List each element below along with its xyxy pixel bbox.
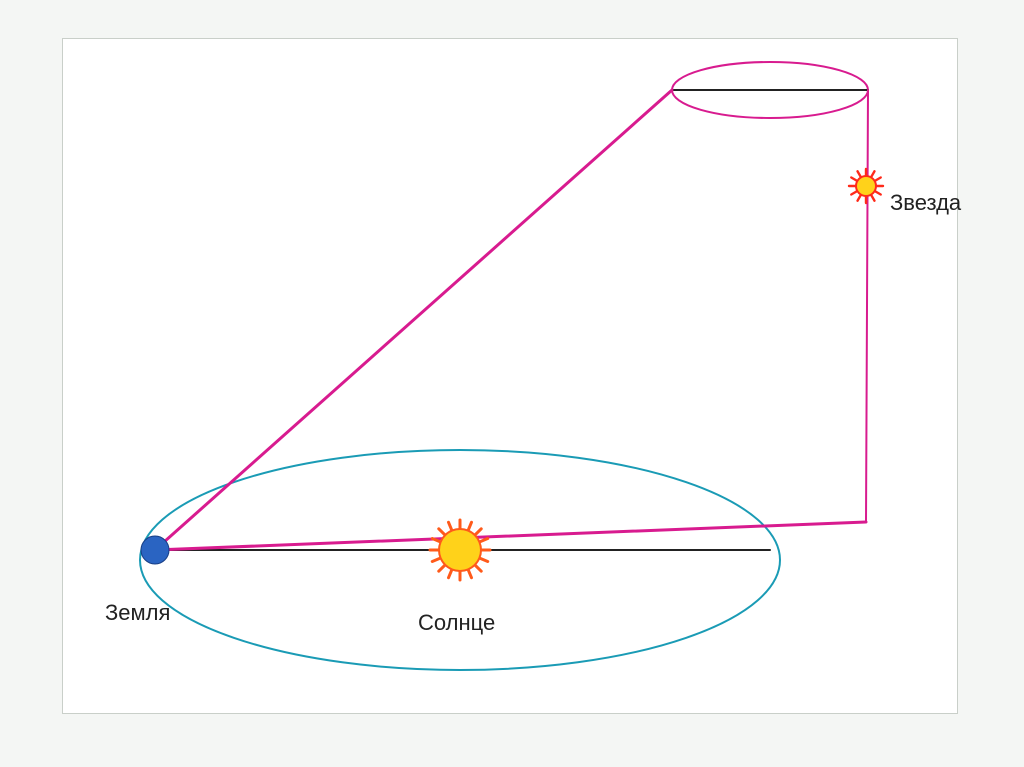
label-sun: Солнце — [418, 610, 495, 636]
diagram-svg — [0, 0, 1024, 767]
label-star: Звезда — [890, 190, 961, 216]
label-earth: Земля — [105, 600, 170, 626]
